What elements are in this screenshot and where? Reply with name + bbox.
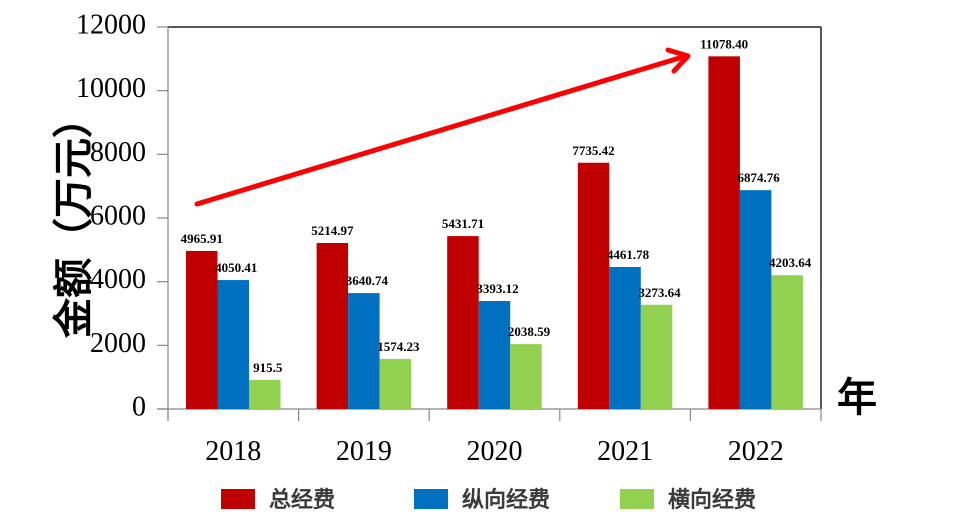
x-tick-label: 2021 [597, 436, 653, 467]
bar-2021-series-0 [577, 162, 610, 409]
y-axis-title: 金额（万元） [51, 98, 97, 339]
x-axis: 2018 2019 2020 2021 2022 [157, 408, 822, 467]
data-labels: 4965.91 5214.97 5431.71 7735.42 11078.40 4050… [181, 36, 812, 375]
data-label: 11078.40 [700, 36, 748, 51]
bar-2021-series-1 [609, 266, 641, 409]
x-tick-label: 2020 [467, 436, 523, 467]
bar-2020-series-1 [478, 300, 511, 409]
bar-2022-series-1 [739, 190, 772, 409]
x-axis-title: 年 [837, 375, 877, 421]
legend-swatch [221, 489, 255, 509]
bar-2021-series-2 [640, 304, 673, 409]
y-tick-label: 6000 [90, 200, 146, 231]
data-label: 4203.64 [769, 255, 812, 270]
arrow-head [665, 47, 691, 74]
x-tick-label: 2018 [205, 436, 261, 467]
y-tick-label: 0 [132, 391, 146, 422]
data-label: 4965.91 [181, 231, 223, 246]
data-label: 1574.23 [377, 339, 420, 354]
x-tick-label: 2022 [728, 436, 784, 467]
y-tick-label: 4000 [90, 264, 146, 295]
data-label: 5431.71 [442, 216, 484, 231]
bar-2019-series-0 [316, 242, 349, 409]
data-label: 7735.42 [572, 143, 614, 158]
x-tick-label: 2019 [336, 436, 392, 467]
legend: 总经费 纵向经费 横向经费 [221, 487, 756, 513]
legend-item: 总经费 [221, 487, 335, 513]
legend-swatch [414, 489, 448, 509]
legend-label: 总经费 [269, 487, 335, 513]
bar-2018-series-0 [186, 250, 218, 409]
data-label: 6874.76 [738, 170, 781, 185]
bar-2019-series-2 [379, 358, 412, 409]
data-label: 4461.78 [607, 247, 650, 262]
bar-2022-series-0 [708, 56, 740, 410]
data-label: 3393.12 [476, 281, 518, 296]
bar-2020-series-0 [447, 236, 479, 409]
y-axis: 0 2000 4000 6000 8000 10000 12000 [76, 9, 169, 422]
bar-2018-series-2 [249, 379, 281, 409]
legend-swatch [620, 489, 654, 509]
data-label: 5214.97 [311, 223, 354, 238]
y-tick-label: 8000 [90, 137, 146, 168]
data-label: 4050.41 [215, 260, 257, 275]
y-tick-label: 2000 [90, 328, 146, 359]
arrow-shaft [194, 53, 689, 207]
data-label: 2038.59 [508, 324, 551, 339]
y-tick-label: 12000 [76, 9, 146, 40]
legend-label: 横向经费 [668, 487, 756, 513]
bar-2018-series-1 [217, 280, 249, 409]
legend-item: 纵向经费 [414, 487, 550, 513]
bars [186, 56, 803, 410]
data-label: 915.5 [253, 360, 283, 375]
plot-frame [168, 26, 822, 409]
data-label: 3640.74 [346, 273, 389, 288]
y-tick-label: 10000 [76, 73, 146, 104]
data-label: 3273.64 [638, 285, 681, 300]
legend-item: 横向经费 [620, 487, 756, 513]
legend-label: 纵向经费 [462, 487, 550, 513]
trend-arrow [194, 47, 691, 207]
bar-2019-series-1 [348, 293, 380, 409]
bar-2022-series-2 [771, 275, 803, 409]
bar-2020-series-2 [510, 344, 542, 409]
